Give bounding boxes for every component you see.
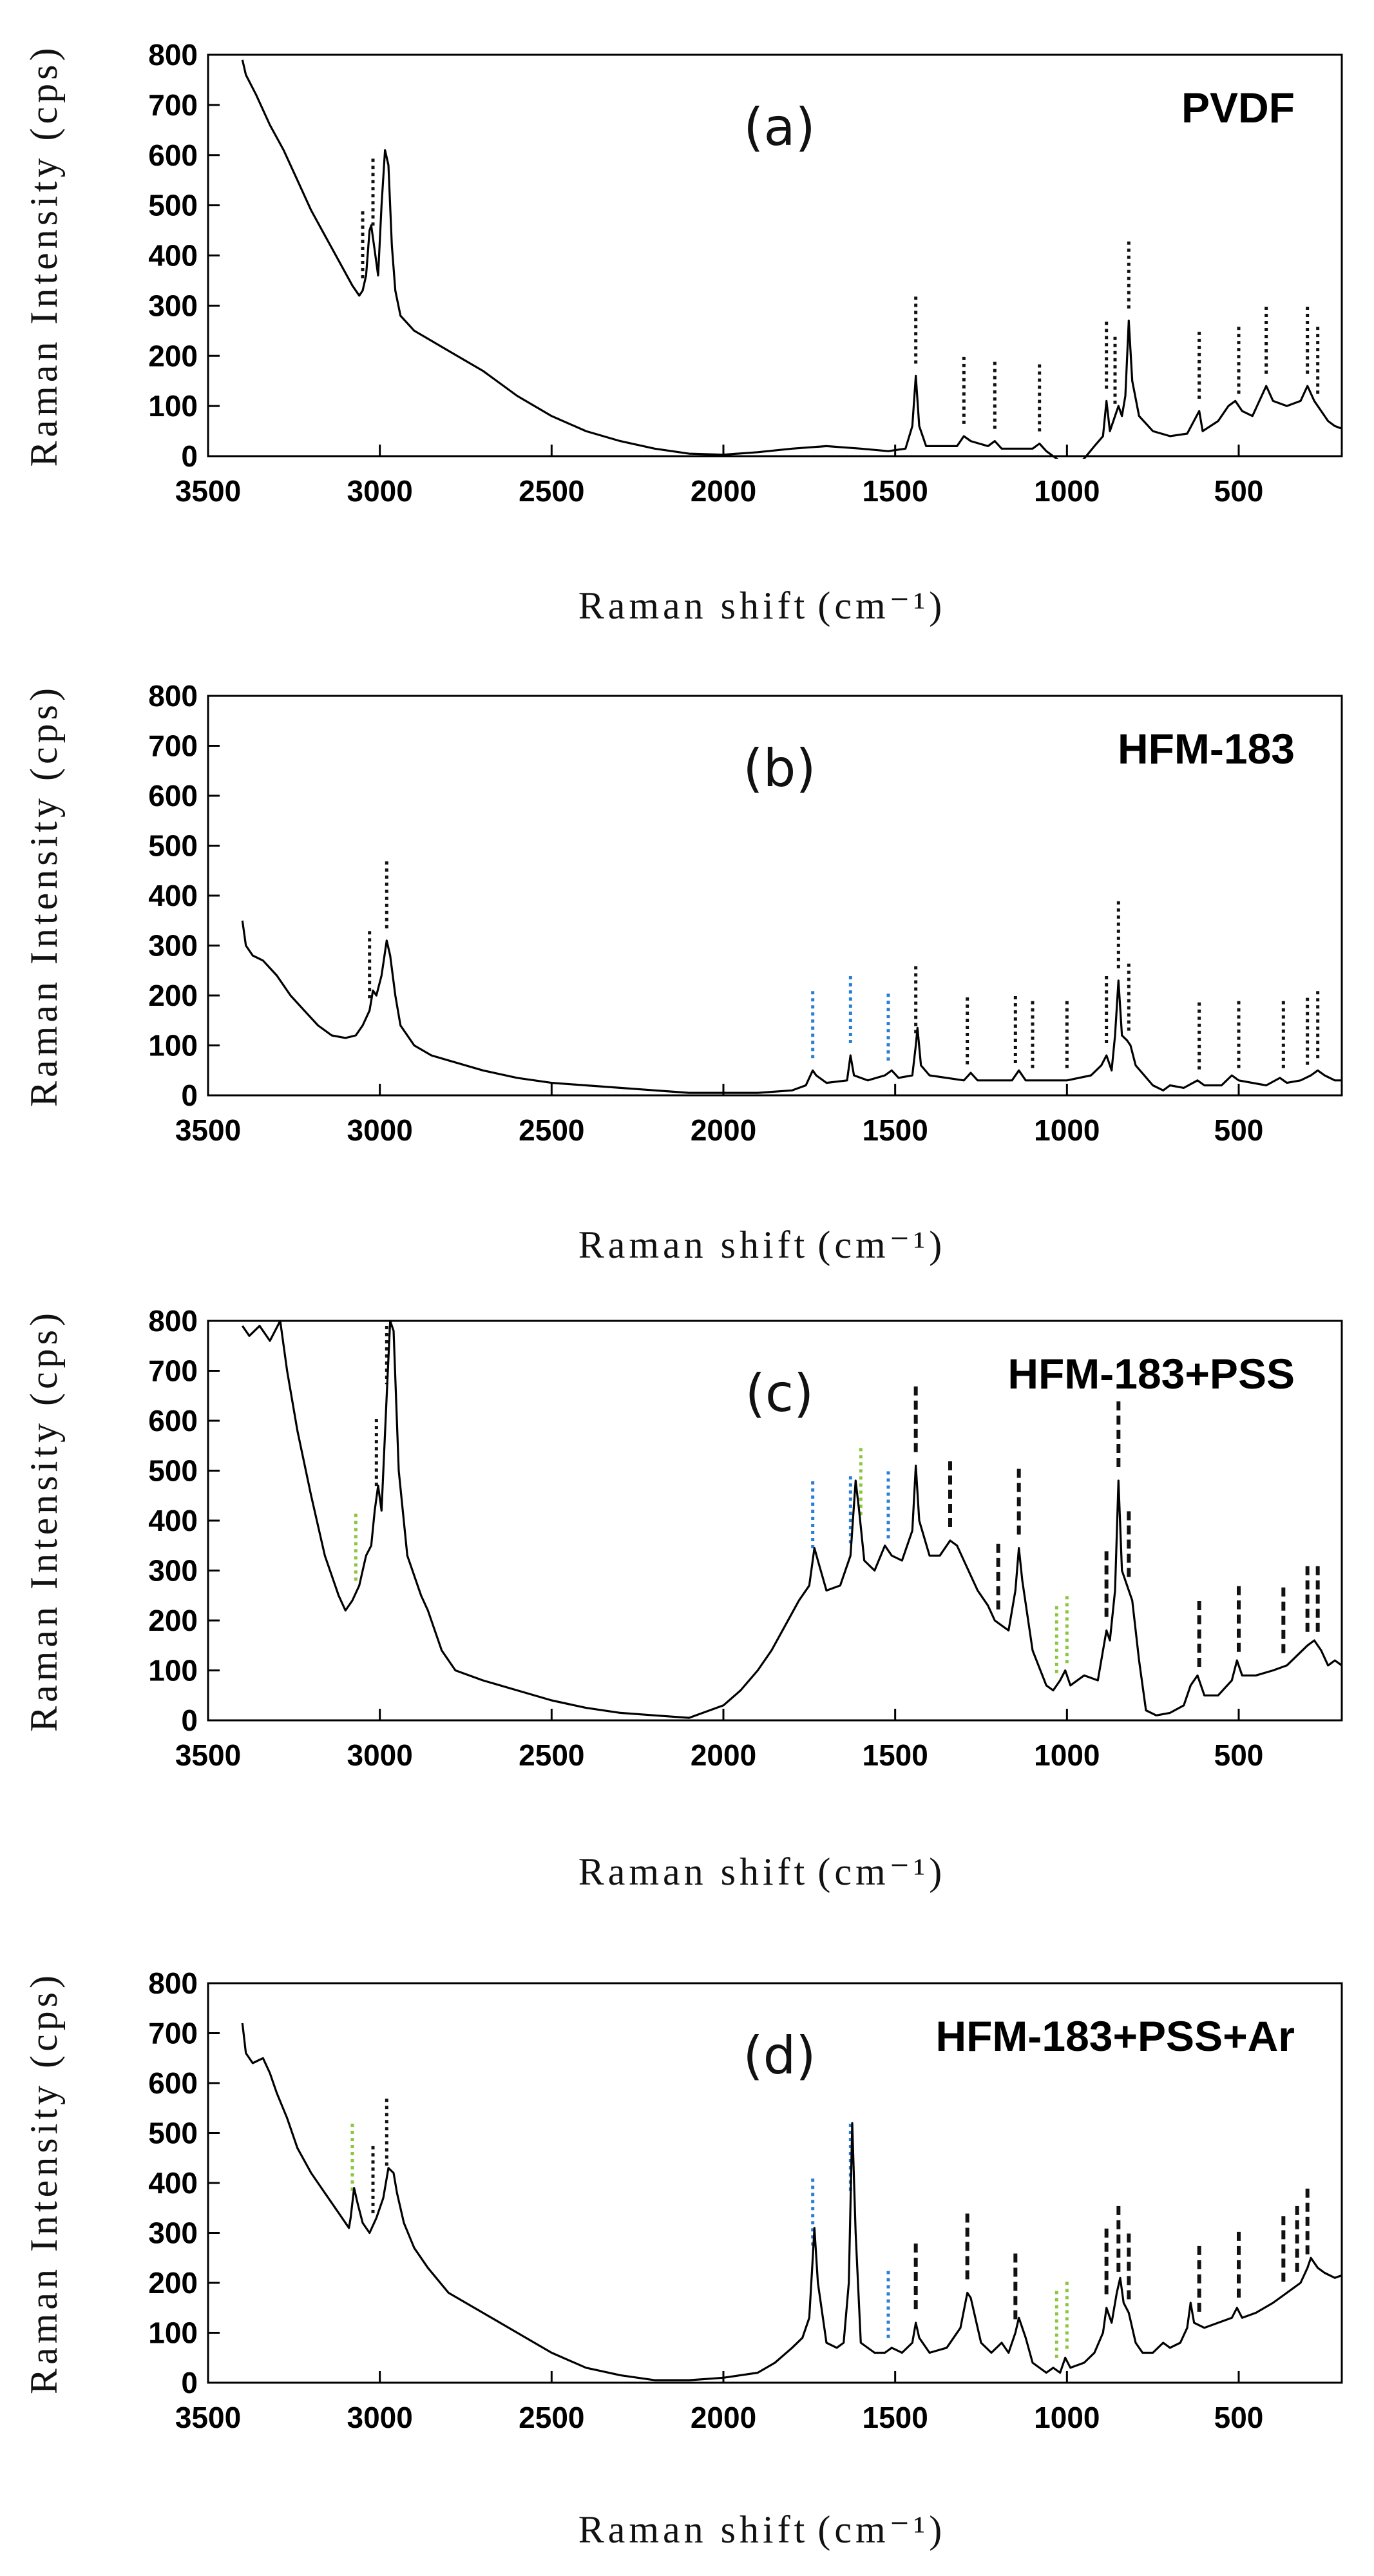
y-tick-label: 700 xyxy=(148,1354,198,1388)
panel-label: (d) xyxy=(743,2026,816,2086)
y-tick-label: 100 xyxy=(148,1029,198,1062)
x-tick-label: 2500 xyxy=(519,474,584,508)
panel-label: (a) xyxy=(743,97,815,157)
y-axis-title: Raman Intensity (cps) xyxy=(23,1309,65,1732)
x-axis-title-text: Raman shift xyxy=(578,584,809,627)
x-tick-label: 1000 xyxy=(1034,474,1100,508)
y-tick-label: 400 xyxy=(148,2166,198,2200)
x-tick-label: 2500 xyxy=(519,1738,584,1772)
chart-panel-c: 0 100 200 300 400 500 600 700 800 3500 3000 2500 200… xyxy=(23,1304,1343,1893)
x-tick-label: 3000 xyxy=(347,1113,412,1147)
sample-name: HFM-183+PSS xyxy=(1007,1350,1295,1398)
y-tick-label: 300 xyxy=(148,1554,198,1588)
y-tick-label: 0 xyxy=(181,1704,198,1737)
y-tick-label: 200 xyxy=(148,339,198,372)
y-tick-label: 500 xyxy=(148,1454,198,1488)
x-axis-title-text: Raman shift xyxy=(578,1850,809,1893)
x-tick-label: 3500 xyxy=(175,474,241,508)
x-axis-title: Raman shift (cm⁻¹) xyxy=(578,1850,946,1893)
x-axis-unit: (cm⁻¹) xyxy=(817,584,946,627)
x-tick-label: 3000 xyxy=(347,1738,412,1772)
y-tick-label: 400 xyxy=(148,879,198,912)
y-tick-label: 700 xyxy=(148,2017,198,2050)
x-tick-label: 3500 xyxy=(175,1738,241,1772)
y-tick-label: 600 xyxy=(148,2066,198,2100)
y-tick-label: 800 xyxy=(148,1966,198,2000)
y-tick-label: 300 xyxy=(148,929,198,963)
x-tick-label: 1500 xyxy=(862,1738,928,1772)
y-axis-title: Raman Intensity (cps) xyxy=(23,1972,65,2394)
y-tick-label: 0 xyxy=(181,1079,198,1112)
y-tick-label: 100 xyxy=(148,1654,198,1687)
x-axis-title: Raman shift (cm⁻¹) xyxy=(578,2508,946,2551)
x-tick-label: 500 xyxy=(1214,1738,1264,1772)
y-tick-label: 600 xyxy=(148,779,198,812)
panel-label: (b) xyxy=(743,738,816,798)
y-tick-label: 100 xyxy=(148,389,198,423)
x-tick-label: 3500 xyxy=(175,2401,241,2434)
x-tick-label: 1500 xyxy=(862,2401,928,2434)
spectrum-line xyxy=(241,1320,1342,1719)
y-tick-label: 700 xyxy=(148,729,198,763)
y-tick-label: 400 xyxy=(148,239,198,273)
chart-panel-d: 0 100 200 300 400 500 600 700 800 3500 3000 2500 200… xyxy=(23,1966,1343,2551)
chart-panel-a: 0 100 200 300 400 500 600 700 800 3500 3000 2500 200… xyxy=(23,38,1343,627)
x-tick-label: 500 xyxy=(1214,2401,1264,2434)
y-tick-label: 300 xyxy=(148,289,198,322)
x-tick-label: 1500 xyxy=(862,1113,928,1147)
x-tick-label: 500 xyxy=(1214,474,1264,508)
x-axis-unit: (cm⁻¹) xyxy=(817,1224,946,1266)
y-tick-label: 800 xyxy=(148,1304,198,1338)
x-tick-label: 500 xyxy=(1214,1113,1264,1147)
sample-name: HFM-183 xyxy=(1118,725,1295,773)
x-tick-label: 2500 xyxy=(519,1113,584,1147)
y-tick-label: 0 xyxy=(181,439,198,473)
x-tick-label: 3000 xyxy=(347,2401,412,2434)
y-tick-label: 600 xyxy=(148,139,198,172)
y-tick-label: 800 xyxy=(148,679,198,713)
y-tick-label: 800 xyxy=(148,38,198,72)
x-tick-label: 1500 xyxy=(862,474,928,508)
x-tick-label: 2000 xyxy=(691,1113,756,1147)
spectrum-line xyxy=(241,2023,1342,2381)
x-axis-unit: (cm⁻¹) xyxy=(817,2508,946,2551)
sample-name: PVDF xyxy=(1181,84,1295,131)
x-tick-label: 1000 xyxy=(1034,1738,1100,1772)
y-tick-label: 0 xyxy=(181,2366,198,2399)
chart-panel-b: 0 100 200 300 400 500 600 700 800 3500 3000 2500 200… xyxy=(23,679,1343,1266)
x-tick-label: 3000 xyxy=(347,474,412,508)
y-tick-label: 300 xyxy=(148,2216,198,2250)
x-tick-label: 2000 xyxy=(691,2401,756,2434)
x-tick-label: 2000 xyxy=(691,1738,756,1772)
y-tick-label: 200 xyxy=(148,1604,198,1637)
y-tick-label: 400 xyxy=(148,1504,198,1537)
panel-label: (c) xyxy=(745,1363,814,1423)
y-tick-label: 600 xyxy=(148,1404,198,1437)
y-tick-label: 500 xyxy=(148,2117,198,2150)
x-tick-label: 2500 xyxy=(519,2401,584,2434)
y-tick-label: 200 xyxy=(148,979,198,1012)
y-tick-label: 500 xyxy=(148,829,198,863)
x-axis-title: Raman shift (cm⁻¹) xyxy=(578,584,946,627)
spectrum-line xyxy=(241,920,1342,1094)
y-tick-label: 500 xyxy=(148,189,198,222)
y-tick-label: 700 xyxy=(148,88,198,122)
x-axis-unit: (cm⁻¹) xyxy=(817,1850,946,1893)
y-axis-title: Raman Intensity (cps) xyxy=(23,684,65,1107)
y-axis-title: Raman Intensity (cps) xyxy=(23,44,65,467)
x-axis-title-text: Raman shift xyxy=(578,2508,809,2551)
x-tick-label: 3500 xyxy=(175,1113,241,1147)
x-tick-label: 1000 xyxy=(1034,1113,1100,1147)
spectrum-line xyxy=(241,59,1342,459)
sample-name: HFM-183+PSS+Ar xyxy=(935,2012,1295,2060)
x-tick-label: 2000 xyxy=(691,474,756,508)
y-tick-label: 200 xyxy=(148,2266,198,2300)
y-tick-label: 100 xyxy=(148,2316,198,2350)
x-axis-title-text: Raman shift xyxy=(578,1224,809,1266)
x-tick-label: 1000 xyxy=(1034,2401,1100,2434)
x-axis-title: Raman shift (cm⁻¹) xyxy=(578,1224,946,1266)
